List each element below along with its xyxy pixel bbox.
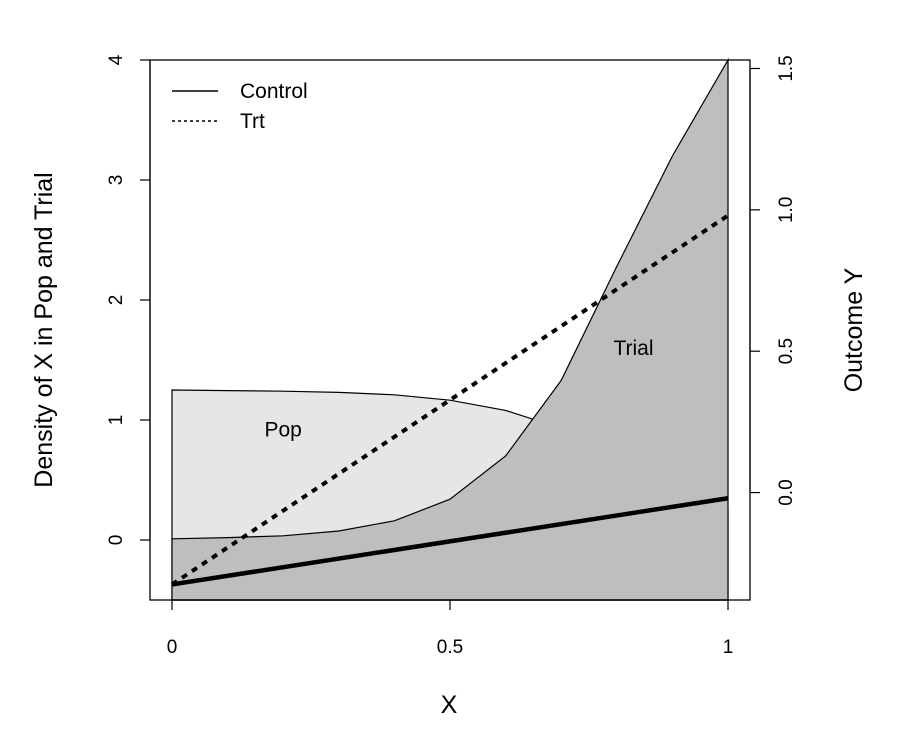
legend: Control Trt — [172, 80, 308, 133]
y-tick-label-right: 0.0 — [776, 479, 797, 505]
x-axis-title: X — [441, 691, 458, 719]
y-tick-label-left: 1 — [106, 415, 127, 426]
x-tick-label: 0 — [167, 637, 178, 658]
y-tick-label-left: 3 — [106, 175, 127, 186]
y-tick-label-right: 1.0 — [776, 197, 797, 223]
y-axis-right: 0.0 0.5 1.0 1.5 — [749, 55, 797, 506]
x-axis: 0 0.5 1 — [167, 599, 734, 658]
y-tick-label-right: 1.5 — [776, 55, 797, 81]
annotation-trial: Trial — [613, 337, 653, 360]
outcome-lines — [170, 213, 730, 587]
line-control — [171, 495, 729, 587]
x-tick-label: 0.5 — [437, 637, 463, 658]
density-area-trial — [171, 57, 729, 601]
y-tick-label-left: 4 — [106, 54, 127, 65]
y-tick-label-left: 0 — [106, 535, 127, 546]
density-areas — [171, 57, 729, 601]
annotation-pop: Pop — [265, 419, 302, 442]
annotations: Pop Trial — [265, 337, 654, 442]
legend-label-trt: Trt — [240, 110, 265, 133]
line-trt — [170, 213, 730, 587]
y-axis-title-right: Outcome Y — [840, 267, 868, 392]
y-tick-label-right: 0.5 — [776, 338, 797, 364]
legend-label-control: Control — [240, 80, 308, 103]
y-axis-title-left: Density of X in Pop and Trial — [30, 172, 58, 487]
y-tick-label-left: 2 — [106, 295, 127, 306]
y-axis-left: 0 1 2 3 4 — [106, 54, 151, 546]
x-tick-label: 1 — [723, 637, 734, 658]
